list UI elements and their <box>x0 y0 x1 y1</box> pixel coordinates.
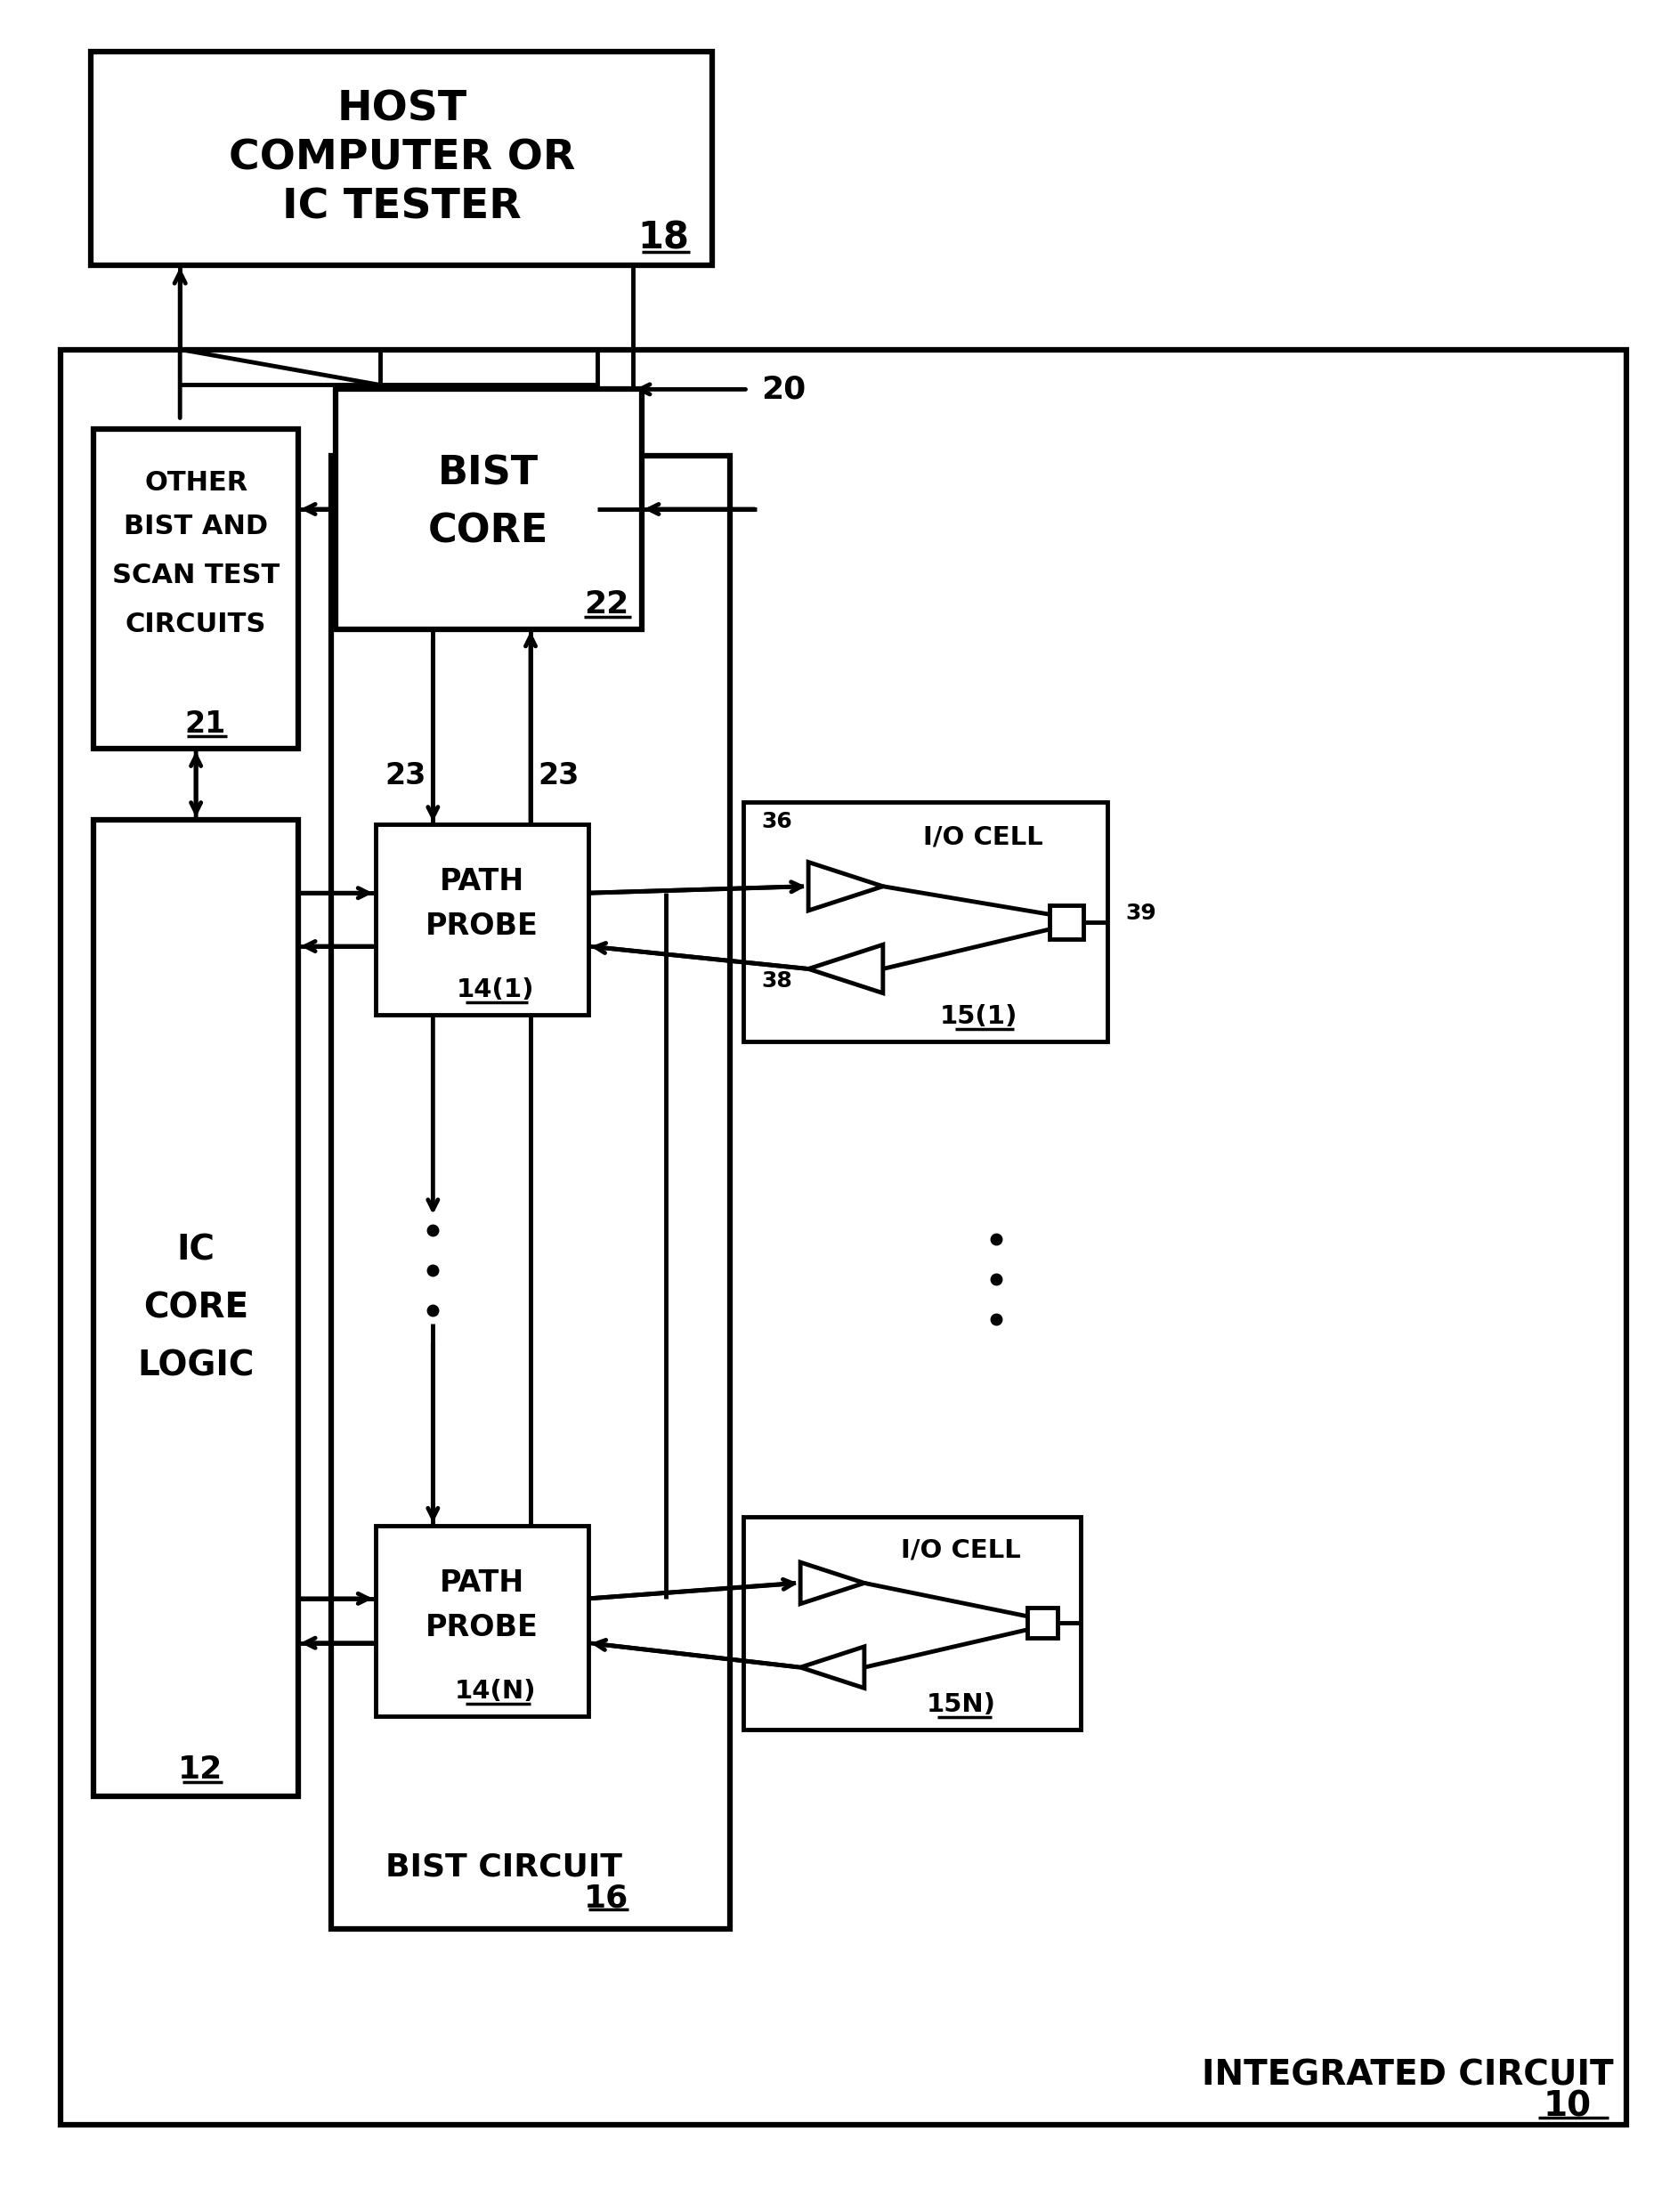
Text: 21: 21 <box>185 710 225 739</box>
Text: LOGIC: LOGIC <box>138 1349 255 1382</box>
Bar <box>1050 905 1084 938</box>
Text: 12: 12 <box>178 1754 223 1785</box>
Text: PATH: PATH <box>440 867 524 896</box>
Text: I/O CELL: I/O CELL <box>901 1537 1020 1562</box>
Text: OTHER: OTHER <box>144 469 248 495</box>
Polygon shape <box>809 945 883 993</box>
Polygon shape <box>809 863 883 911</box>
Text: BIST CIRCUIT: BIST CIRCUIT <box>386 1851 623 1882</box>
Text: 14(N): 14(N) <box>455 1679 535 1703</box>
Text: 36: 36 <box>762 812 792 832</box>
Text: 14(1): 14(1) <box>456 978 534 1002</box>
Bar <box>94 821 299 1796</box>
Text: 20: 20 <box>762 374 805 405</box>
Text: HOST: HOST <box>337 91 466 131</box>
Text: 15N): 15N) <box>926 1692 995 1717</box>
Text: BIST AND: BIST AND <box>124 513 268 540</box>
Text: PROBE: PROBE <box>425 911 539 940</box>
Text: 39: 39 <box>1126 902 1156 925</box>
Text: 22: 22 <box>584 588 628 619</box>
Text: 38: 38 <box>762 971 792 991</box>
Text: 23: 23 <box>384 761 426 790</box>
Bar <box>94 429 299 750</box>
Text: IC TESTER: IC TESTER <box>282 188 522 228</box>
Text: 10: 10 <box>1544 2090 1591 2124</box>
Text: IC: IC <box>176 1234 215 1267</box>
Text: CIRCUITS: CIRCUITS <box>126 611 267 637</box>
Text: 16: 16 <box>584 1882 628 1913</box>
Text: BIST: BIST <box>438 453 539 493</box>
Bar <box>376 1526 589 1717</box>
Text: PROBE: PROBE <box>425 1613 539 1641</box>
Text: PATH: PATH <box>440 1568 524 1597</box>
Text: 15(1): 15(1) <box>940 1004 1017 1029</box>
Polygon shape <box>800 1562 864 1604</box>
Bar <box>1027 1608 1057 1639</box>
Text: CORE: CORE <box>143 1292 248 1325</box>
Text: SCAN TEST: SCAN TEST <box>112 562 280 588</box>
Bar <box>60 349 1626 2124</box>
Text: 23: 23 <box>537 761 579 790</box>
Text: CORE: CORE <box>428 513 549 551</box>
Text: I/O CELL: I/O CELL <box>923 825 1044 849</box>
Bar <box>331 456 730 1929</box>
Bar <box>743 1517 1081 1730</box>
Bar <box>743 803 1107 1042</box>
Bar <box>336 389 641 628</box>
Text: INTEGRATED CIRCUIT: INTEGRATED CIRCUIT <box>1201 2059 1614 2093</box>
Text: 18: 18 <box>638 219 690 257</box>
Text: COMPUTER OR: COMPUTER OR <box>228 139 576 179</box>
Bar <box>376 825 589 1015</box>
Bar <box>91 53 713 265</box>
Polygon shape <box>800 1646 864 1688</box>
